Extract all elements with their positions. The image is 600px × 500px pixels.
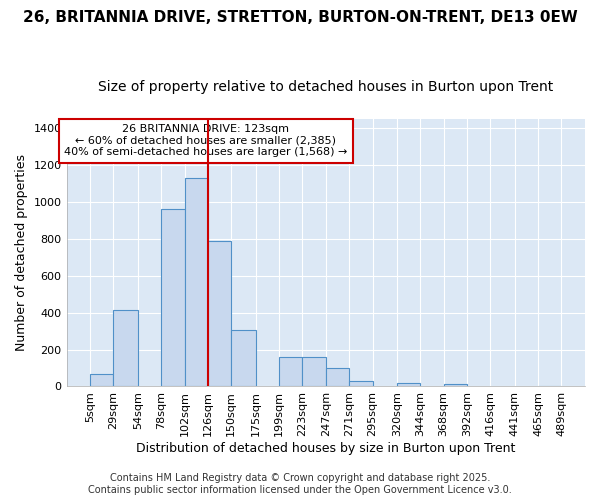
Bar — [185, 178, 208, 386]
Bar — [161, 209, 185, 386]
Text: Contains HM Land Registry data © Crown copyright and database right 2025.
Contai: Contains HM Land Registry data © Crown c… — [88, 474, 512, 495]
X-axis label: Distribution of detached houses by size in Burton upon Trent: Distribution of detached houses by size … — [136, 442, 515, 455]
Bar — [349, 381, 373, 386]
Bar — [326, 368, 349, 386]
Text: 26, BRITANNIA DRIVE, STRETTON, BURTON-ON-TRENT, DE13 0EW: 26, BRITANNIA DRIVE, STRETTON, BURTON-ON… — [23, 10, 577, 25]
Title: Size of property relative to detached houses in Burton upon Trent: Size of property relative to detached ho… — [98, 80, 553, 94]
Bar — [90, 374, 113, 386]
Bar — [302, 357, 326, 386]
Bar — [232, 330, 256, 386]
Bar — [397, 383, 420, 386]
Bar — [113, 310, 138, 386]
Bar — [208, 240, 232, 386]
Text: 26 BRITANNIA DRIVE: 123sqm
← 60% of detached houses are smaller (2,385)
40% of s: 26 BRITANNIA DRIVE: 123sqm ← 60% of deta… — [64, 124, 347, 158]
Bar — [279, 357, 302, 386]
Bar — [443, 384, 467, 386]
Y-axis label: Number of detached properties: Number of detached properties — [15, 154, 28, 351]
